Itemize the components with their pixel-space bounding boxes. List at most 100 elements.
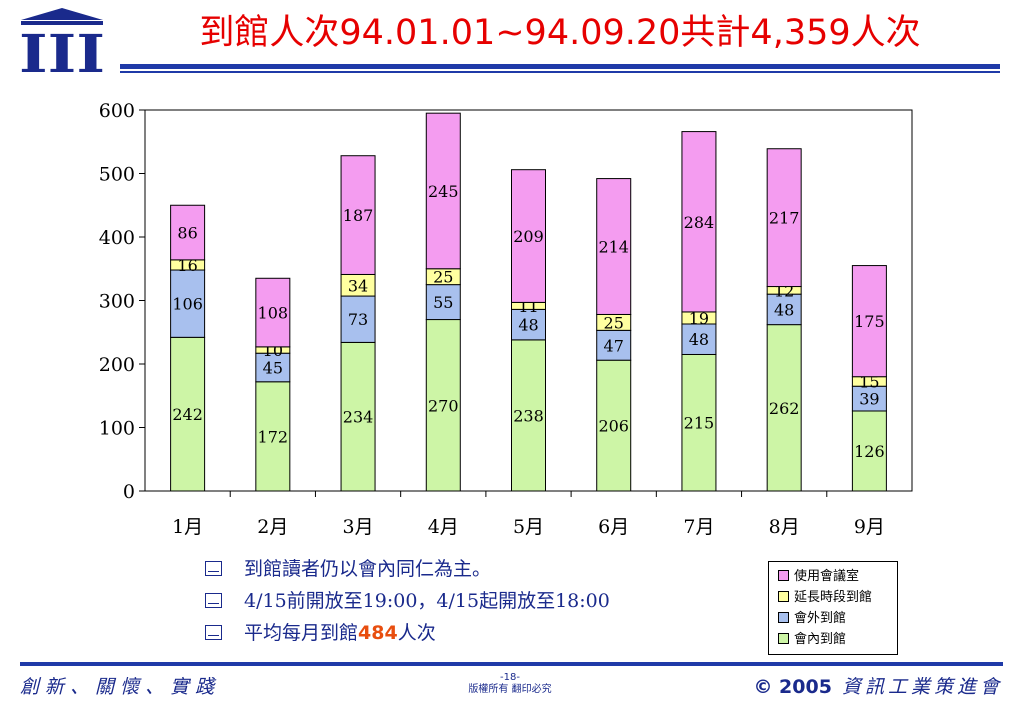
data-label-inside: 215: [684, 414, 715, 433]
legend-label: 會內到館: [794, 632, 847, 647]
checkbox-bullet-icon: [205, 592, 222, 608]
legend-label: 會外到館: [794, 611, 847, 626]
x-tick-label: 5月: [513, 516, 544, 538]
legend-item: 延長時段到館: [778, 587, 897, 608]
data-label-outside: 39: [859, 390, 879, 409]
y-tick-label: 300: [99, 291, 135, 313]
data-label-outside: 48: [518, 316, 538, 335]
data-label-extended: 15: [859, 372, 879, 391]
legend-label: 延長時段到館: [794, 590, 873, 605]
legend-swatch: [778, 612, 789, 623]
x-tick-label: 4月: [428, 516, 459, 538]
stacked-bar-chart: 0 100 200 300 400 500 600 1月 242 106 16 86 2月 172 45 10…: [99, 100, 913, 538]
page-title: 到館人次94.01.01~94.09.20共計4,359人次: [199, 13, 921, 53]
y-tick-label: 400: [99, 227, 135, 249]
data-label-meeting: 245: [428, 182, 459, 201]
bar-segment-meeting: [766, 148, 802, 288]
y-tick-label: 200: [99, 354, 135, 376]
legend-label: 使用會議室: [794, 569, 860, 584]
bullet-text: 4/15前開放至19:00，4/15起開放至18:00: [244, 590, 610, 612]
bar-segment-meeting: [681, 131, 717, 313]
x-tick-label: 9月: [854, 516, 885, 538]
checkbox-bullet-icon: [205, 624, 222, 640]
data-label-meeting: 214: [598, 238, 629, 257]
checkbox-bullet-icon: [205, 560, 222, 576]
data-label-outside: 73: [348, 310, 368, 329]
bar-segment-meeting: [340, 155, 376, 275]
page-number: -18-: [500, 672, 520, 683]
bar-segment-meeting: [596, 178, 632, 315]
data-label-outside: 55: [433, 293, 453, 312]
bar-segment-meeting: [255, 277, 291, 348]
bar-segment-outside: [851, 385, 887, 412]
bar-segment-inside: [511, 339, 546, 492]
bullet-list: 到館讀者仍以會內同仁為主。 4/15前開放至19:00，4/15起開放至18:0…: [205, 553, 765, 649]
data-label-extended: 34: [348, 276, 368, 295]
bullet-text-suffix: 人次: [397, 622, 436, 644]
bar-segment-outside: [681, 323, 717, 355]
data-label-extended: 19: [689, 309, 709, 328]
average-value: 484: [358, 622, 398, 644]
organization-name: 資訊工業策進會: [841, 676, 1003, 698]
footer-slogan: 創新、關懷、實踐: [20, 676, 221, 698]
chart-legend: 使用會議室 延長時段到館 會外到館 會內到館: [768, 561, 898, 655]
data-label-meeting: 217: [769, 209, 800, 228]
y-tick-label: 600: [99, 100, 135, 122]
bullet-text: 到館讀者仍以會內同仁為主。: [244, 558, 492, 580]
bar-segment-inside: [255, 381, 291, 492]
y-tick-label: 0: [123, 481, 135, 503]
data-label-meeting: 108: [258, 304, 289, 323]
data-label-inside: 270: [428, 396, 459, 415]
bar-segment-outside: [255, 352, 291, 383]
logo-text: III: [19, 24, 105, 76]
bar-segment-outside: [170, 269, 206, 338]
data-label-outside: 106: [172, 295, 203, 314]
x-tick-label: 8月: [769, 516, 800, 538]
iii-logo-icon: III: [19, 8, 105, 76]
bar-segment-meeting: [425, 112, 461, 270]
legend-swatch: [778, 591, 789, 602]
bar-segment-meeting: [851, 265, 887, 378]
data-label-inside: 234: [343, 408, 374, 427]
data-label-outside: 47: [604, 336, 624, 355]
bullet-text-prefix: 平均每月到館: [244, 622, 359, 644]
bar-segment-inside: [425, 319, 461, 492]
data-label-inside: 262: [769, 399, 800, 418]
data-label-outside: 48: [774, 300, 794, 319]
title-rule-thick: [120, 64, 1000, 69]
copyright-notice: 版權所有 翻印必究: [468, 684, 552, 695]
x-tick-label: 3月: [343, 516, 374, 538]
data-label-meeting: 209: [513, 227, 544, 246]
data-label-meeting: 187: [343, 206, 374, 225]
bar-segment-outside: [340, 295, 376, 343]
bullet-item: 平均每月到館484人次: [205, 617, 765, 649]
bar-segment-outside: [425, 284, 461, 321]
data-label-extended: 16: [177, 256, 197, 275]
x-tick-label: 6月: [598, 516, 629, 538]
data-label-inside: 238: [513, 406, 544, 425]
x-tick-label: 7月: [683, 516, 714, 538]
legend-item: 會外到館: [778, 608, 897, 629]
copyright-year: © 2005: [753, 676, 832, 698]
data-label-inside: 172: [258, 427, 289, 446]
data-label-extended: 25: [604, 313, 624, 332]
bullet-item: 到館讀者仍以會內同仁為主。: [205, 553, 765, 585]
y-tick-label: 100: [99, 418, 135, 440]
bar-segment-inside: [766, 324, 802, 492]
bar-segment-meeting: [511, 169, 546, 303]
x-tick-label: 1月: [172, 516, 203, 538]
bar-segment-inside: [170, 336, 206, 492]
data-label-meeting: 284: [684, 213, 715, 232]
footer-organization: © 2005 資訊工業策進會: [753, 672, 1003, 699]
data-label-meeting: 86: [177, 224, 197, 243]
title-rule-thin: [120, 71, 1000, 73]
data-label-inside: 206: [598, 417, 629, 436]
footer-rule: [20, 662, 1003, 666]
x-tick-label: 2月: [257, 516, 288, 538]
legend-swatch: [778, 570, 789, 581]
bar-segment-outside: [511, 308, 546, 341]
data-label-outside: 45: [263, 358, 283, 377]
data-label-extended: 25: [433, 268, 453, 287]
legend-swatch: [778, 633, 789, 644]
y-tick-label: 500: [99, 164, 135, 186]
